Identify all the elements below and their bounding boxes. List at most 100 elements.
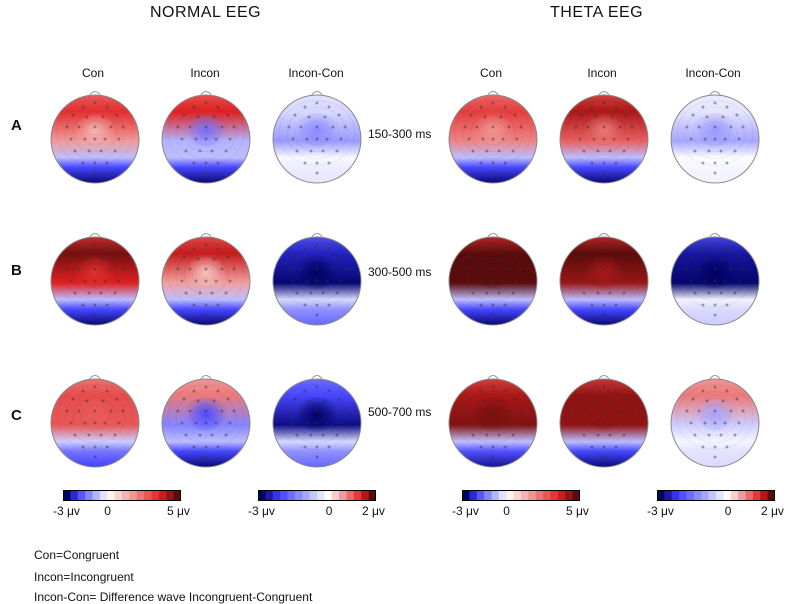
colorbar-swatch — [550, 490, 559, 501]
colorbar-swatch — [166, 490, 175, 501]
colorbar-swatch — [136, 490, 145, 501]
colorbar-swatch — [99, 490, 108, 501]
colorbar-4-min-label: -3 μv — [647, 504, 674, 518]
colorbar-swatch — [767, 490, 775, 501]
colorbar-swatch — [657, 490, 665, 501]
colorbar-swatch — [114, 490, 123, 501]
legend-diff: Incon-Con= Difference wave Incongruent-C… — [34, 590, 313, 604]
colorbar-swatch — [716, 490, 724, 501]
colorbar-3-zero-label: 0 — [503, 504, 510, 518]
colorbar-swatch — [280, 490, 288, 501]
time-window-b: 300-500 ms — [368, 265, 432, 279]
colorbar-swatch — [693, 490, 702, 501]
topomap-theta-c-con — [448, 375, 538, 468]
topomap-theta-b-incon — [559, 233, 649, 326]
colorbar-swatch — [565, 490, 574, 501]
colorbar-swatch — [85, 490, 93, 501]
colorbar-swatch — [353, 490, 362, 501]
colorbar-swatch — [513, 490, 522, 501]
colorbar-swatch — [70, 490, 79, 501]
colorbar-swatch — [331, 490, 340, 501]
col-label-theta-incon: Incon — [587, 66, 617, 80]
topomap-normal-c-diff — [272, 375, 362, 468]
topomap-theta-a-incon — [559, 91, 649, 184]
topomap-normal-b-incon — [161, 233, 251, 326]
colorbar-swatch — [324, 490, 333, 501]
time-window-a: 150-300 ms — [368, 127, 432, 141]
col-label-normal-incon: Incon — [190, 66, 220, 80]
col-label-normal-con: Con — [81, 66, 104, 80]
topomap-normal-a-incon — [161, 91, 251, 184]
colorbar-swatch — [107, 490, 116, 501]
topomap-theta-c-diff — [670, 375, 760, 468]
colorbar-swatch — [173, 490, 181, 501]
col-label-normal-diff: Incon-Con — [288, 66, 344, 80]
colorbar-swatch — [679, 490, 687, 501]
colorbar-swatch — [521, 490, 529, 501]
colorbar-swatch — [484, 490, 492, 501]
colorbar-swatch — [745, 490, 754, 501]
colorbar-3-max-label: 5 μv — [566, 504, 589, 518]
topomap-theta-c-incon — [559, 375, 649, 468]
colorbar-swatch — [686, 490, 695, 501]
colorbar-swatch — [535, 490, 544, 501]
colorbar-swatch — [265, 490, 274, 501]
colorbar-swatch — [723, 490, 732, 501]
colorbar-swatch — [346, 490, 355, 501]
colorbar-swatch — [528, 490, 537, 501]
colorbar-swatch — [462, 490, 470, 501]
legend-con: Con=Congruent — [34, 548, 120, 562]
topomap-normal-a-diff — [272, 91, 362, 184]
colorbar-2 — [258, 490, 376, 501]
colorbar-swatch — [491, 490, 500, 501]
normal-eeg-title: NORMAL EEG — [150, 4, 262, 21]
colorbar-4-zero-label: 0 — [724, 504, 732, 518]
col-label-theta-con: Con — [479, 66, 502, 80]
colorbar-swatch — [760, 490, 769, 501]
topomap-theta-b-diff — [670, 233, 760, 326]
colorbar-swatch — [151, 490, 160, 501]
colorbar-swatch — [287, 490, 296, 501]
colorbar-swatch — [476, 490, 485, 501]
colorbar-swatch — [730, 490, 739, 501]
colorbar-swatch — [664, 490, 673, 501]
colorbar-swatch — [77, 490, 86, 501]
topomap-normal-a-con — [50, 91, 140, 184]
time-window-c: 500-700 ms — [368, 405, 432, 419]
colorbar-swatch — [557, 490, 566, 501]
colorbar-swatch — [258, 490, 266, 501]
topomap-normal-b-con — [50, 233, 140, 326]
colorbar-swatch — [339, 490, 347, 501]
colorbar-swatch — [498, 490, 507, 501]
colorbar-swatch — [309, 490, 318, 501]
colorbar-swatch — [294, 490, 303, 501]
colorbar-2-min-label: -3 μv — [248, 504, 275, 518]
colorbar-swatch — [469, 490, 478, 501]
colorbar-swatch — [129, 490, 138, 501]
colorbar-swatch — [158, 490, 167, 501]
colorbar-swatch — [92, 490, 101, 501]
row-label-c: C — [11, 407, 22, 424]
legend-incon: Incon=Incongruent — [34, 570, 134, 584]
colorbar-4 — [657, 490, 775, 501]
row-label-b: B — [11, 262, 22, 279]
colorbar-4-max-label: 2 μv — [761, 504, 784, 518]
colorbar-swatch — [671, 490, 680, 501]
colorbar-swatch — [63, 490, 71, 501]
col-label-theta-diff: Incon-Con — [685, 66, 741, 80]
colorbar-3 — [462, 490, 580, 501]
colorbar-2-max-label: 2 μv — [362, 504, 385, 518]
colorbar-3-min-label: -3 μv — [452, 504, 479, 518]
colorbar-1 — [63, 490, 181, 501]
colorbar-swatch — [272, 490, 281, 501]
colorbar-swatch — [122, 490, 130, 501]
colorbar-swatch — [708, 490, 717, 501]
row-label-a: A — [11, 117, 22, 134]
topomap-theta-a-diff — [670, 91, 760, 184]
topomap-theta-b-con — [448, 233, 538, 326]
colorbar-swatch — [738, 490, 746, 501]
colorbar-swatch — [506, 490, 515, 501]
colorbar-2-zero-label: 0 — [325, 504, 333, 518]
colorbar-swatch — [361, 490, 370, 501]
colorbar-swatch — [302, 490, 311, 501]
